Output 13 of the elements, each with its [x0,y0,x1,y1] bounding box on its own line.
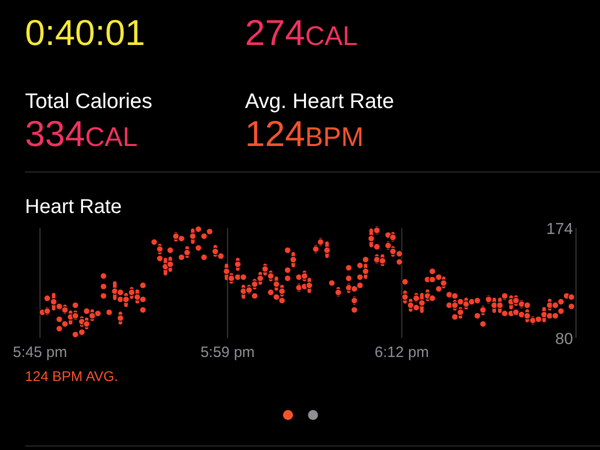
chart-title: Heart Rate [25,196,122,218]
y-tick-label: 174 [546,221,574,238]
x-tick-label: 6:12 pm [374,344,429,361]
text: 334CAL [25,113,138,154]
text: 124BPM [245,113,364,154]
text: 124 BPM AVG. [25,368,118,384]
text: 0:40:01 [25,12,146,53]
x-tick-label: 5:45 pm [12,344,68,361]
text: 274CAL [245,12,358,53]
y-tick-label: 80 [555,331,574,348]
text: Avg. Heart Rate [245,90,394,113]
x-tick-label: 5:59 pm [200,344,255,361]
text: Total Calories [25,90,152,113]
